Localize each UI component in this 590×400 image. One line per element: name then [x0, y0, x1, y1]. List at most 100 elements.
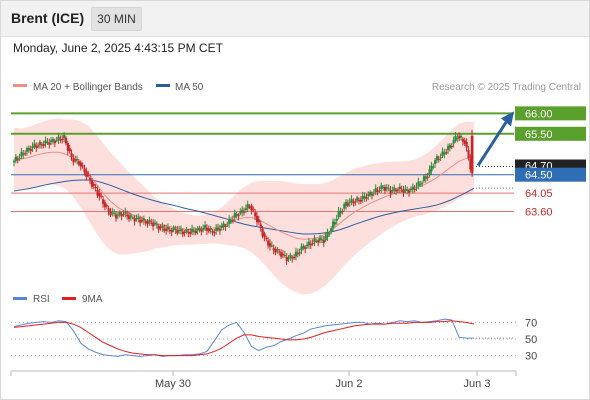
- candle-body: [185, 229, 188, 232]
- candle-body: [163, 228, 166, 231]
- candle-body: [443, 152, 446, 155]
- ma9-legend-swatch: [62, 297, 76, 300]
- candle-body: [339, 211, 342, 214]
- candle-body: [64, 137, 68, 144]
- candle-body: [178, 229, 181, 231]
- candle-body: [61, 138, 64, 141]
- candle-body: [105, 205, 108, 207]
- level-label-64.05: 64.05: [525, 188, 553, 200]
- candle-body: [244, 208, 248, 210]
- candle-body: [142, 218, 146, 221]
- candle-body: [204, 225, 207, 229]
- candle-body: [255, 216, 259, 223]
- candle-body: [205, 227, 209, 231]
- candle-body: [268, 243, 272, 247]
- candle-body: [376, 191, 379, 193]
- candle-body: [419, 184, 422, 186]
- candle-body: [209, 228, 212, 230]
- candle-body: [18, 157, 21, 159]
- candle-body: [220, 225, 223, 228]
- ma20-legend-label: MA 20 + Bollinger Bands: [33, 82, 143, 93]
- candle-body: [411, 186, 414, 190]
- candle-body: [432, 166, 435, 168]
- candle-body: [320, 239, 324, 241]
- candle-body: [233, 213, 236, 218]
- rsi-tick-label-70: 70: [525, 317, 537, 329]
- candle-body: [285, 256, 288, 262]
- candle-body: [194, 230, 197, 234]
- candle-body: [461, 138, 465, 142]
- candle-body: [261, 228, 264, 237]
- candle-body: [363, 196, 366, 199]
- candle-body: [126, 214, 129, 217]
- candle-body: [317, 240, 320, 243]
- candle-body: [131, 217, 134, 219]
- candle-body: [470, 135, 474, 171]
- candle-body: [235, 214, 238, 216]
- candle-body: [13, 160, 16, 163]
- candle-body: [228, 218, 231, 224]
- candle-body: [278, 251, 281, 253]
- timeframe-button[interactable]: 30 MIN: [91, 7, 142, 31]
- candle-body: [424, 176, 427, 179]
- candle-body: [107, 208, 110, 212]
- candle-body: [230, 220, 233, 222]
- candle-body: [330, 228, 333, 231]
- candle-body: [243, 211, 246, 213]
- level-tag-64.50: [515, 167, 586, 182]
- candle-body: [259, 224, 262, 228]
- candle-body: [257, 219, 261, 223]
- candle-body: [187, 231, 190, 234]
- candle-body: [437, 158, 440, 160]
- candle-body: [40, 144, 44, 146]
- candle-body: [200, 229, 203, 232]
- candle-body: [341, 210, 344, 212]
- candle-body: [250, 205, 253, 211]
- candle-body: [215, 227, 218, 231]
- candle-body: [265, 238, 268, 240]
- candle-body: [370, 194, 374, 196]
- candle-body: [246, 204, 249, 209]
- candle-body: [59, 139, 62, 141]
- candle-body: [300, 246, 303, 251]
- candle-body: [374, 188, 377, 193]
- candle-body: [165, 228, 168, 231]
- candle-body: [153, 223, 157, 225]
- candle-body: [415, 186, 418, 188]
- candle-body: [448, 144, 452, 149]
- candle-body: [226, 224, 229, 226]
- rsi-tick-label-50: 50: [525, 334, 537, 346]
- candle-body: [380, 185, 383, 189]
- candle-body: [53, 140, 57, 144]
- candle-body: [398, 186, 402, 189]
- candle-body: [252, 208, 255, 210]
- candle-body: [263, 233, 266, 238]
- candle-body: [391, 190, 394, 192]
- candle-body: [452, 140, 455, 144]
- candle-body: [404, 188, 407, 191]
- candle-body: [100, 196, 103, 198]
- candle-body: [426, 176, 429, 178]
- candle-body: [467, 150, 470, 158]
- candle-body: [115, 214, 118, 219]
- candle-body: [383, 186, 387, 191]
- candle-body: [42, 144, 45, 146]
- candle-body: [465, 141, 468, 148]
- candle-body: [298, 252, 301, 254]
- candle-body: [406, 189, 409, 192]
- level-label-64.50: 64.50: [525, 170, 553, 182]
- candle-body: [120, 214, 123, 217]
- level-tag-65.50: [515, 126, 586, 141]
- candle-body: [83, 168, 86, 173]
- candle-body: [315, 240, 318, 242]
- candle-body: [348, 201, 351, 203]
- candle-body: [358, 200, 361, 202]
- candle-body: [294, 251, 298, 257]
- candle-body: [77, 161, 81, 165]
- candle-body: [144, 221, 147, 224]
- candle-body: [183, 231, 186, 233]
- candle-body: [287, 258, 290, 260]
- candle-body: [450, 146, 453, 148]
- candle-body: [57, 136, 60, 140]
- candle-body: [280, 252, 283, 257]
